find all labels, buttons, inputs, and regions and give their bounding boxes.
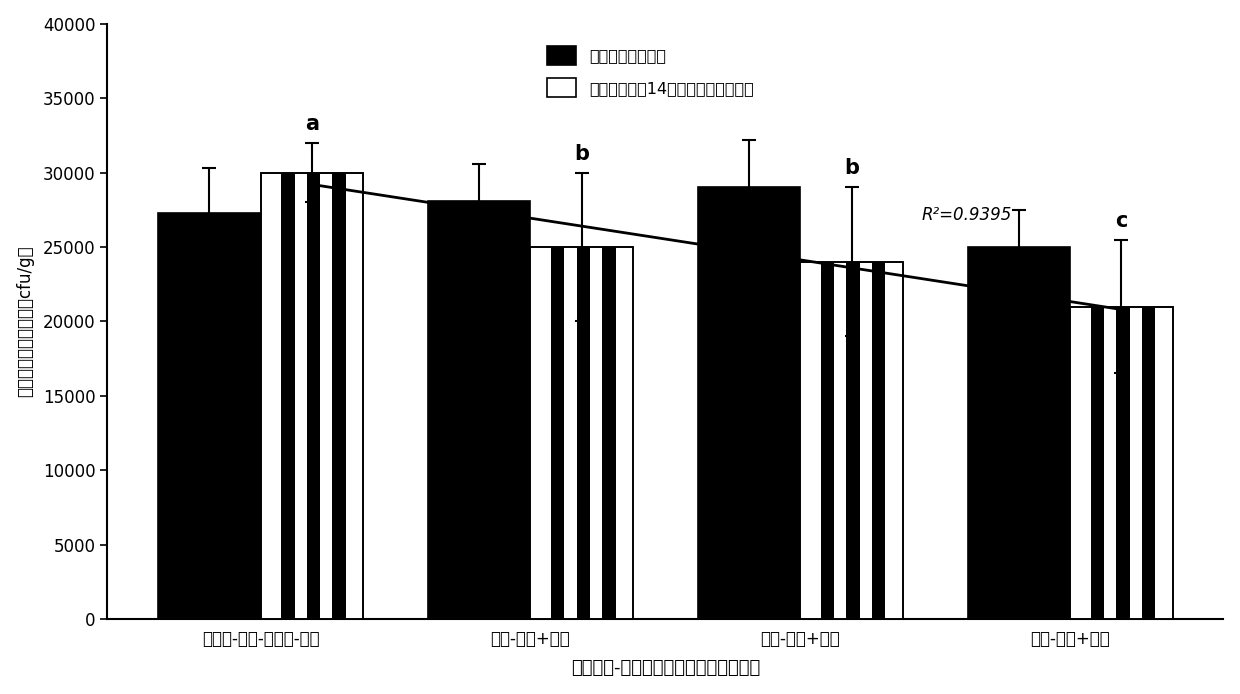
Bar	[603, 247, 615, 619]
Bar	[1070, 307, 1173, 619]
Bar	[872, 262, 885, 619]
Y-axis label: 土壤可培兿真菌数量（cfu/g）: 土壤可培兿真菌数量（cfu/g）	[16, 246, 35, 397]
Bar	[159, 213, 260, 619]
Bar	[1142, 307, 1156, 619]
Bar	[1091, 307, 1104, 619]
Bar	[551, 247, 564, 619]
Text: c: c	[1115, 210, 1127, 230]
Bar	[306, 173, 320, 619]
Text: R²=0.9395: R²=0.9395	[921, 206, 1012, 224]
Bar	[281, 173, 295, 619]
Legend: 土壤真菌起始数量, 不同栽培模式14个月后土壤真菌数量: 土壤真菌起始数量, 不同栽培模式14个月后土壤真菌数量	[539, 37, 761, 105]
Bar	[260, 173, 363, 619]
Bar	[577, 247, 590, 619]
Bar	[531, 247, 632, 619]
Bar	[698, 187, 800, 619]
Bar	[847, 262, 859, 619]
Text: b: b	[844, 158, 859, 178]
Bar	[800, 262, 903, 619]
Bar	[967, 247, 1070, 619]
Bar	[821, 262, 835, 619]
X-axis label: 年际香蕉-花生间作与香蕉单作栽培模式: 年际香蕉-花生间作与香蕉单作栽培模式	[570, 659, 760, 677]
Text: b: b	[574, 144, 589, 164]
Bar	[260, 173, 363, 619]
Bar	[1116, 307, 1130, 619]
Text: a: a	[305, 114, 319, 134]
Bar	[800, 262, 903, 619]
Bar	[428, 201, 531, 619]
Bar	[332, 173, 346, 619]
Bar	[1070, 307, 1173, 619]
Bar	[531, 247, 632, 619]
